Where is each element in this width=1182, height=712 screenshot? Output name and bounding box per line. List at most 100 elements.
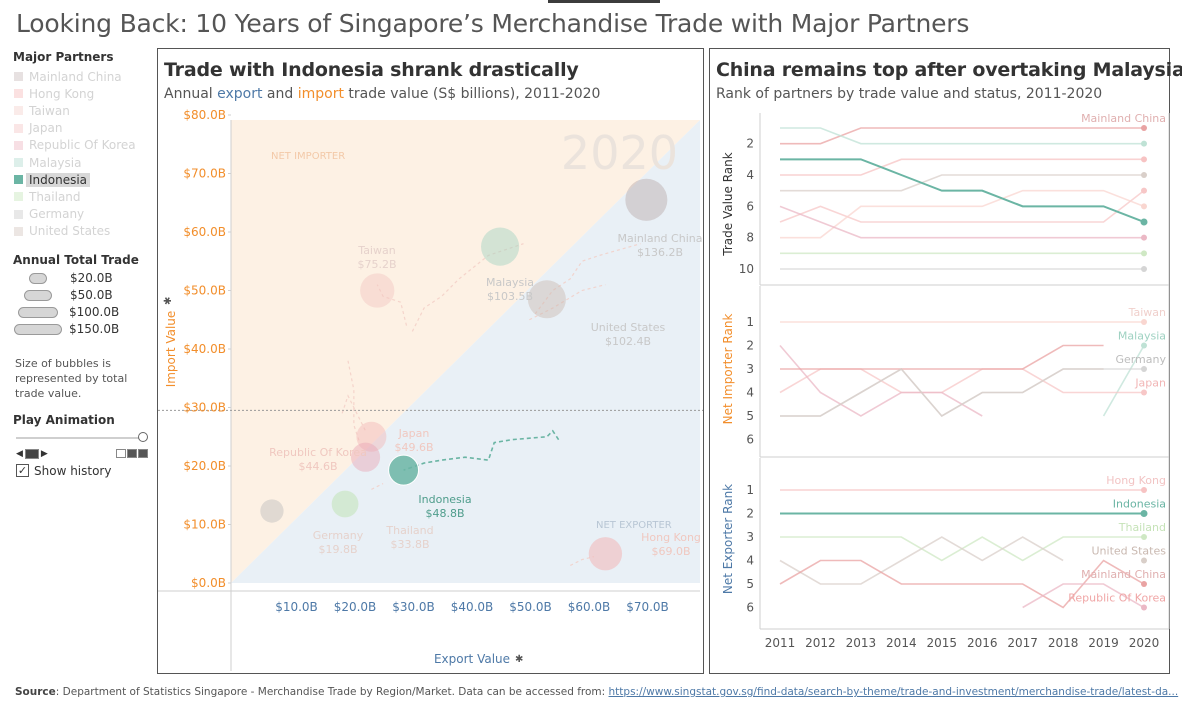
- rank-line: [779, 536, 1064, 585]
- rank-tick-label: 3: [746, 530, 754, 544]
- partner-filter-item[interactable]: Japan: [10, 120, 152, 137]
- rank-end-label: Taiwan: [1128, 306, 1166, 319]
- rank-end-label: Malaysia: [1118, 330, 1166, 343]
- bubble-taiwan: [360, 273, 395, 308]
- partner-filter-item[interactable]: Taiwan: [10, 102, 152, 119]
- bubble-value-label: $102.4B: [605, 335, 651, 348]
- rank-tick-label: 10: [739, 262, 754, 276]
- rank-line: [779, 368, 1144, 394]
- subtitle-text: and: [262, 86, 298, 102]
- bubble-mainland-china: [625, 178, 668, 221]
- rank-end-label: United States: [1092, 545, 1167, 558]
- bubble-value-label: $75.2B: [357, 258, 396, 271]
- partner-filter-item[interactable]: Germany: [10, 206, 152, 223]
- partner-filter-item[interactable]: Thailand: [10, 188, 152, 205]
- rank-tick-label: 2: [746, 137, 754, 151]
- year-tick-label: 2018: [1048, 636, 1079, 650]
- subtitle-import: import: [297, 86, 344, 102]
- animation-controls: ◀ ▶: [16, 447, 152, 461]
- partner-filter-label: Republic Of Korea: [29, 138, 136, 153]
- x-tick-label: $40.0B: [451, 600, 494, 614]
- show-history-checkbox[interactable]: ✓: [16, 464, 29, 478]
- animation-slider[interactable]: [16, 431, 148, 445]
- rank-end-point: [1141, 266, 1147, 272]
- rank-end-point: [1141, 557, 1147, 564]
- x-tick-label: $20.0B: [334, 600, 377, 614]
- bubble-value-label: $49.6B: [394, 441, 433, 454]
- color-swatch-icon: [14, 226, 23, 236]
- bubble-malaysia: [481, 227, 520, 266]
- partner-filter-label: Malaysia: [29, 155, 82, 170]
- rank-line: [1102, 345, 1145, 417]
- partner-filter-item[interactable]: Indonesia: [10, 171, 152, 188]
- show-history-label: Show history: [34, 463, 112, 478]
- size-legend-row: $150.0B: [10, 321, 152, 338]
- rank-line: [1022, 583, 1145, 609]
- rank-end-point: [1141, 156, 1147, 163]
- color-swatch-icon: [14, 140, 23, 150]
- rank-tick-label: 1: [746, 315, 754, 329]
- rank-end-label: Indonesia: [1113, 498, 1166, 511]
- color-swatch-icon: [14, 192, 23, 202]
- partner-filter-label: Indonesia: [26, 172, 91, 187]
- bubble-value-label: $19.8B: [318, 543, 357, 556]
- rank-chart[interactable]: Trade Value Rank 2 4 6 8 10 Mainland China Net …: [710, 49, 1171, 675]
- net-exporter-region: [231, 120, 700, 583]
- rank-tick-label: 4: [746, 554, 754, 568]
- speed-slow-icon[interactable]: [116, 449, 126, 459]
- rank-axis-title: Net Exporter Rank: [721, 484, 735, 594]
- y-axis-pin-icon: ✱: [163, 297, 174, 305]
- rank-lines-panel: China remains top after overtaking Malay…: [709, 48, 1182, 675]
- subtitle-text: Annual: [164, 86, 218, 102]
- color-swatch-icon: [14, 89, 23, 99]
- partner-filter-item[interactable]: Hong Kong: [10, 85, 152, 102]
- speed-fast-icon[interactable]: [138, 449, 148, 459]
- bubble-name-label: Thailand: [385, 524, 433, 537]
- size-pill-icon: [29, 272, 47, 284]
- source-link[interactable]: https://www.singstat.gov.sg/find-data/se…: [608, 686, 1179, 698]
- step-forward-icon[interactable]: ▶: [40, 448, 48, 459]
- stop-icon[interactable]: [24, 448, 39, 459]
- history-trail: [371, 483, 384, 490]
- rank-line: [780, 158, 1144, 176]
- bubble-value-label: $136.2B: [637, 246, 683, 259]
- rank-line: [779, 190, 1145, 223]
- bubble-value-label: $44.6B: [298, 460, 337, 473]
- partner-filter-item[interactable]: United States: [10, 223, 152, 240]
- rank-tick-label: 5: [746, 577, 754, 591]
- slider-track: [16, 436, 144, 439]
- rank-end-point: [1141, 342, 1147, 349]
- subtitle-text: trade value (S$ billions), 2011-2020: [343, 86, 601, 102]
- bubble-hong-kong: [588, 537, 623, 571]
- rank-end-point: [1140, 510, 1148, 517]
- history-trail: [376, 284, 408, 326]
- speed-selector[interactable]: [116, 449, 148, 459]
- size-legend: Annual Total Trade $20.0B $50.0B $100.0B…: [10, 253, 152, 338]
- year-tick-label: 2019: [1088, 636, 1119, 650]
- size-legend-label: $50.0B: [70, 288, 113, 303]
- partner-filter-item[interactable]: Malaysia: [10, 154, 152, 171]
- color-swatch-icon: [14, 209, 23, 219]
- partner-filter-label: Taiwan: [29, 103, 70, 118]
- bubble-value-label: $33.8B: [390, 538, 429, 551]
- partner-filter-item[interactable]: Mainland China: [10, 68, 152, 85]
- y-tick-label: $50.0B: [183, 284, 226, 298]
- show-history-toggle[interactable]: ✓ Show history: [16, 464, 152, 478]
- size-legend-row: $100.0B: [10, 304, 152, 321]
- rank-end-point: [1141, 125, 1147, 131]
- speed-medium-icon[interactable]: [127, 449, 137, 459]
- x-tick-label: $50.0B: [509, 600, 552, 614]
- rank-line: [779, 205, 1144, 239]
- bubble-name-label: Indonesia: [418, 493, 471, 506]
- partner-filter-label: Thailand: [29, 189, 81, 204]
- partner-filter-label: Mainland China: [29, 69, 122, 84]
- year-tick-label: 2017: [1007, 636, 1038, 650]
- step-back-icon[interactable]: ◀: [16, 448, 23, 459]
- partners-title: Major Partners: [13, 50, 114, 64]
- slider-knob[interactable]: [138, 431, 148, 442]
- rank-end-point: [1141, 187, 1147, 194]
- bubble-thailand: [331, 490, 359, 518]
- partner-filter-item[interactable]: Republic Of Korea: [10, 137, 152, 154]
- scatter-chart[interactable]: 2020 NET IMPORTER NET EXPORTER $0.0B $10.0B $…: [158, 49, 705, 675]
- bubble-indonesia: [388, 454, 420, 486]
